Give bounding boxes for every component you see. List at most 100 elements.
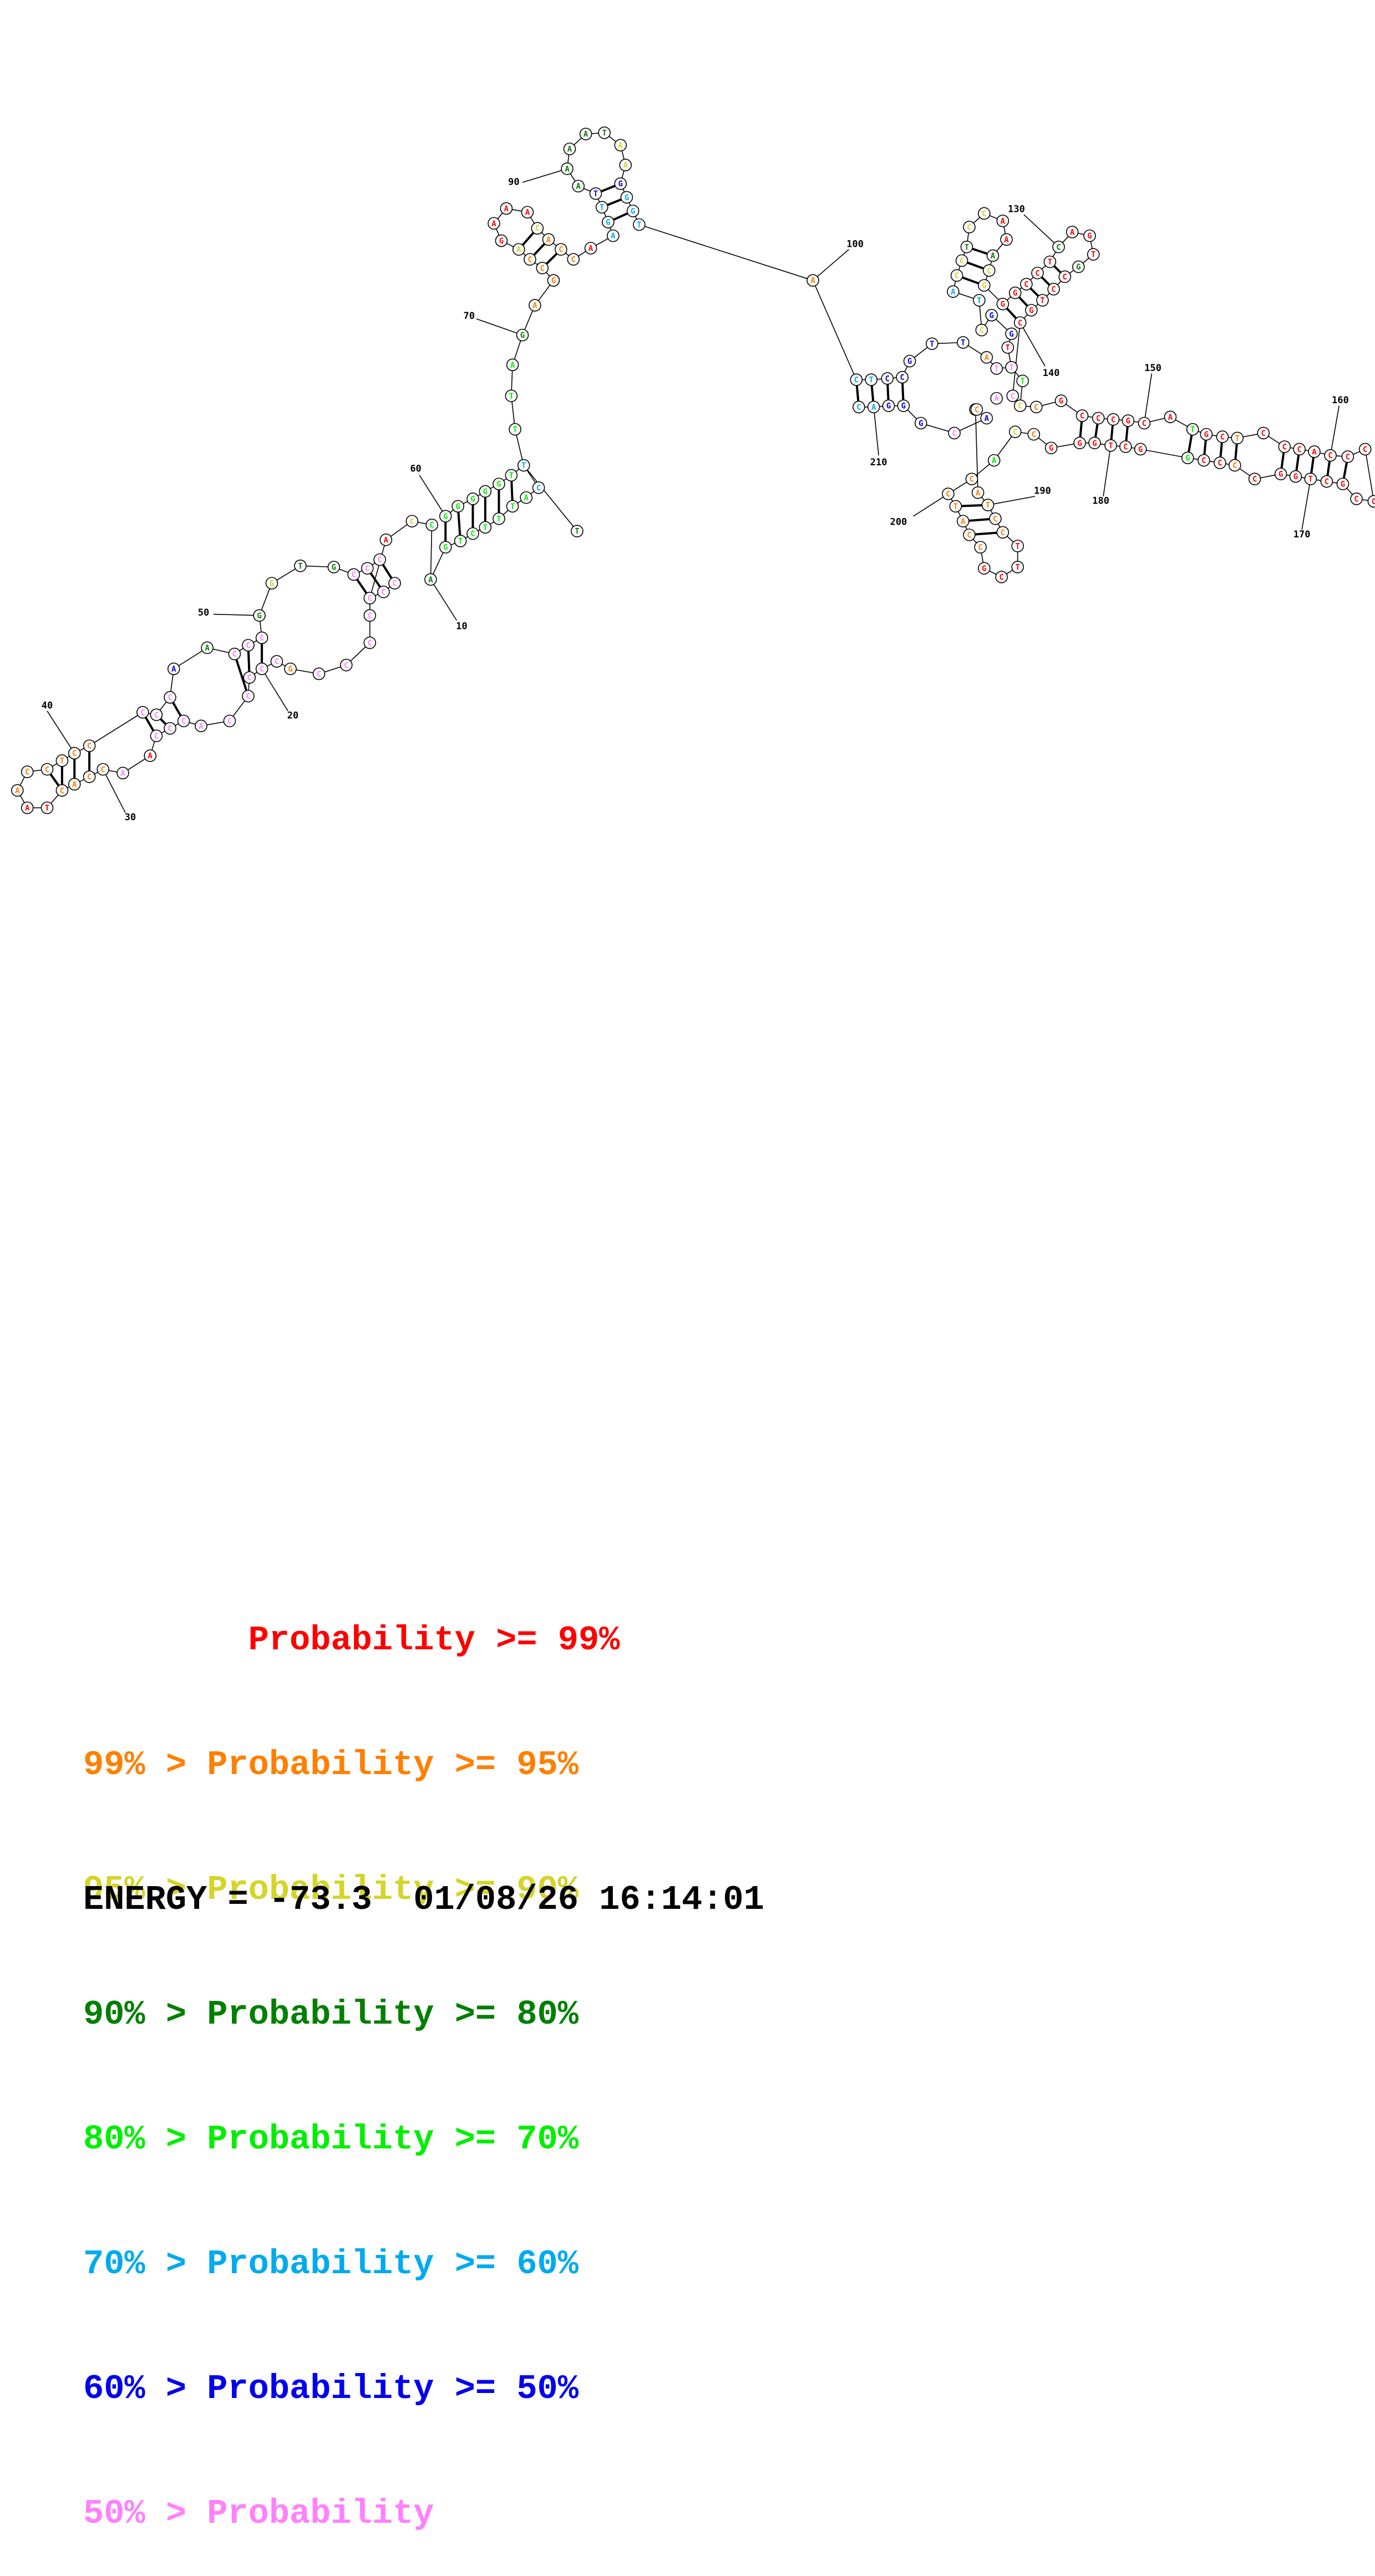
nucleotide-circle bbox=[965, 472, 978, 485]
nucleotide: C bbox=[347, 568, 360, 581]
nucleotide-circle bbox=[1358, 443, 1372, 456]
nucleotide-circle bbox=[495, 234, 508, 247]
nucleotide-circle bbox=[177, 714, 190, 728]
nucleotide-circle bbox=[242, 639, 255, 652]
nucleotide: A bbox=[572, 180, 585, 192]
nucleotide: A bbox=[986, 249, 999, 262]
position-tick bbox=[419, 475, 446, 517]
position-label: 190 bbox=[1034, 486, 1051, 497]
nucleotide-letter: T bbox=[1235, 434, 1240, 443]
nucleotide: T bbox=[1016, 374, 1029, 388]
position-labels: 10 20 30 40 50 60 70 90 100 130 140 150 160 170 180 190… bbox=[42, 176, 1349, 823]
nucleotide: C bbox=[955, 254, 968, 267]
nucleotide-letter: C bbox=[227, 717, 232, 726]
nucleotide: A bbox=[542, 233, 555, 246]
nucleotide: G bbox=[1044, 441, 1058, 455]
nucleotide-circle bbox=[996, 526, 1009, 539]
nucleotide-letter: C bbox=[1252, 475, 1257, 484]
nucleotide-circle bbox=[164, 691, 176, 704]
nucleotide-circle bbox=[388, 577, 401, 590]
nucleotide-letter: C bbox=[540, 264, 545, 273]
nucleotide: C bbox=[1320, 475, 1333, 488]
nucleotide-circle bbox=[136, 706, 149, 719]
nucleotide: T bbox=[1304, 472, 1317, 485]
nucleotide-letter: A bbox=[567, 145, 572, 154]
nucleotide-circle bbox=[97, 763, 110, 776]
nucleotide-letter: T bbox=[298, 562, 302, 571]
nucleotide: T bbox=[973, 294, 986, 307]
nucleotide-letter: G bbox=[1049, 444, 1053, 453]
nucleotide: G bbox=[1289, 470, 1302, 483]
nucleotide: A bbox=[520, 491, 533, 504]
nucleotide-letter: C bbox=[955, 272, 959, 281]
nucleotide: A bbox=[1000, 233, 1013, 246]
nucleotide: G bbox=[466, 492, 479, 505]
nucleotide-letter: C bbox=[317, 670, 321, 679]
nucleotide-letter: C bbox=[1354, 495, 1358, 504]
nucleotide: C bbox=[363, 636, 377, 649]
nucleotide-circle bbox=[1006, 389, 1019, 403]
nucleotide-letter: C bbox=[1051, 285, 1056, 294]
position-label: 50 bbox=[198, 607, 209, 618]
nucleotide-letter: C bbox=[365, 565, 369, 573]
nucleotide-letter: A bbox=[961, 517, 966, 526]
nucleotide-circle bbox=[509, 423, 521, 436]
nucleotide: C bbox=[1092, 411, 1105, 425]
nucleotide-letter: A bbox=[1312, 448, 1317, 456]
nucleotide-letter: A bbox=[15, 786, 20, 795]
nucleotide-letter: C bbox=[1032, 430, 1036, 439]
nucleotide-circle bbox=[882, 399, 895, 412]
nucleotide-circle bbox=[255, 662, 268, 675]
nucleotide-circle bbox=[926, 337, 938, 350]
nucleotide: C bbox=[1257, 426, 1270, 440]
nucleotide: G bbox=[265, 577, 278, 590]
nucleotide-letter: A bbox=[516, 246, 521, 255]
nucleotide-circle bbox=[1011, 540, 1024, 552]
nucleotide-letter: C bbox=[154, 711, 159, 720]
nucleotide-circle bbox=[479, 521, 492, 534]
legend-row-60: 70% > Probability >= 60% bbox=[83, 2244, 579, 2284]
nucleotide-letter: C bbox=[1011, 392, 1015, 401]
nucleotide-letter: C bbox=[381, 588, 385, 597]
nucleotide-letter: C bbox=[1123, 443, 1128, 452]
nucleotide-letter: C bbox=[987, 267, 991, 276]
nucleotide: C bbox=[532, 481, 545, 494]
nucleotide-circle bbox=[1044, 441, 1058, 455]
nucleotide: C bbox=[1031, 266, 1044, 280]
nucleotide: C bbox=[536, 261, 549, 275]
nucleotide-circle bbox=[602, 216, 615, 228]
nucleotide-letter: C bbox=[982, 210, 986, 219]
nucleotide: A bbox=[971, 486, 985, 499]
nucleotide: C bbox=[373, 553, 386, 566]
nucleotide: G bbox=[897, 399, 910, 412]
nucleotide-letter: G bbox=[1185, 454, 1190, 463]
nucleotide-circle bbox=[1350, 492, 1363, 505]
nucleotide-circle bbox=[853, 400, 865, 414]
position-tick bbox=[430, 579, 458, 621]
nucleotide: C bbox=[83, 739, 96, 753]
nucleotide-circle bbox=[619, 159, 632, 171]
nucleotide-circle bbox=[253, 609, 266, 622]
nucleotide: T bbox=[990, 362, 1003, 375]
position-tick bbox=[1330, 405, 1340, 456]
nucleotide: C bbox=[555, 243, 567, 256]
nucleotide: C bbox=[531, 222, 544, 235]
nucleotide-letter: G bbox=[455, 502, 460, 511]
nucleotide-letter: G bbox=[982, 282, 986, 291]
backbone bbox=[17, 132, 1374, 809]
nucleotide-circle bbox=[1367, 495, 1375, 508]
nucleotide: G bbox=[1134, 443, 1147, 456]
nucleotide: A bbox=[1164, 410, 1177, 424]
nucleotide: C bbox=[1008, 425, 1022, 438]
nucleotide: A bbox=[996, 214, 1009, 227]
nucleotide-letter: C bbox=[168, 693, 172, 702]
nucleotide-letter: C bbox=[1217, 459, 1222, 468]
nucleotide-letter: C bbox=[72, 749, 77, 758]
nucleotide: C bbox=[1278, 440, 1291, 453]
nucleotide-letter: G bbox=[1001, 300, 1005, 309]
nucleotide: A bbox=[521, 206, 534, 219]
nucleotide-letter: T bbox=[600, 204, 604, 212]
nucleotide-letter: T bbox=[869, 376, 874, 385]
nucleotide-letter: T bbox=[637, 221, 641, 230]
nucleotide: A bbox=[563, 143, 576, 155]
